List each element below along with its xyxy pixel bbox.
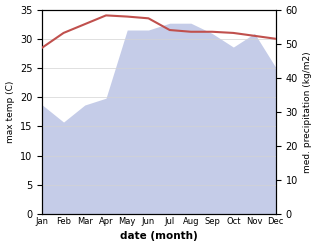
Y-axis label: max temp (C): max temp (C) (5, 81, 15, 143)
X-axis label: date (month): date (month) (120, 231, 198, 242)
Y-axis label: med. precipitation (kg/m2): med. precipitation (kg/m2) (303, 51, 313, 173)
